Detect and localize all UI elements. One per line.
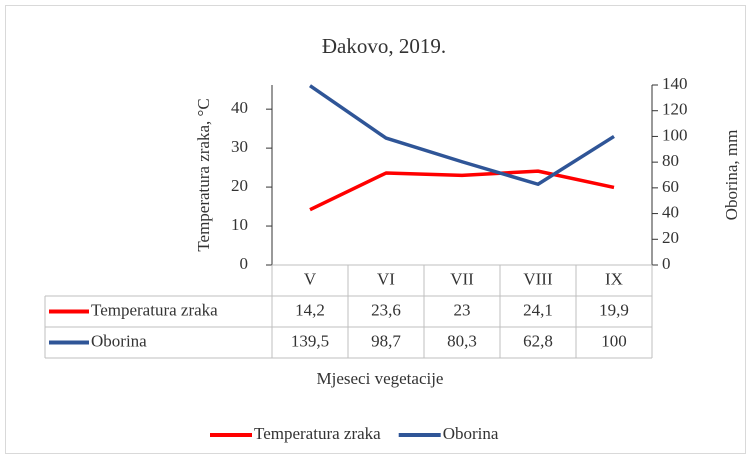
chart-border (5, 5, 746, 454)
y2-tick-label: 20 (662, 228, 679, 247)
y-tick-label: 0 (240, 254, 249, 273)
table-value: 19,9 (599, 300, 629, 319)
legend-label: Temperatura zraka (254, 424, 381, 443)
y2-tick-label: 60 (662, 177, 679, 196)
x-tick-label: IX (605, 269, 623, 288)
series-line (309, 169, 615, 212)
table-value: 98,7 (371, 331, 401, 350)
y-axis-title: Temperatura zraka, °C (194, 98, 213, 251)
y2-tick-label: 100 (662, 125, 688, 144)
x-tick-label: VIII (523, 269, 553, 288)
x-tick-label: V (304, 269, 317, 288)
chart-title: Đakovo, 2019. (322, 34, 446, 58)
series-line (309, 84, 615, 187)
table-series-name: Temperatura zraka (91, 300, 218, 319)
table-series-name: Oborina (91, 331, 147, 350)
x-tick-label: VI (377, 269, 395, 288)
x-tick-label: VII (450, 269, 474, 288)
table-value: 24,1 (523, 300, 553, 319)
y-tick-label: 10 (231, 215, 248, 234)
y2-tick-label: 120 (662, 100, 688, 119)
y2-tick-label: 80 (662, 151, 679, 170)
table-value: 100 (601, 331, 627, 350)
y2-tick-label: 140 (662, 74, 688, 93)
table-value: 62,8 (523, 331, 553, 350)
y2-tick-label: 0 (662, 254, 671, 273)
x-axis-title: Mjeseci vegetacije (317, 369, 444, 388)
y2-tick-label: 40 (662, 202, 679, 221)
legend-label: Oborina (443, 424, 499, 443)
table-value: 23,6 (371, 300, 401, 319)
y-tick-label: 30 (231, 137, 248, 156)
y-tick-label: 40 (231, 98, 248, 117)
table-value: 80,3 (447, 331, 477, 350)
table-value: 14,2 (295, 300, 325, 319)
y2-axis-title: Oborina, mm (722, 130, 741, 221)
y-tick-label: 20 (231, 176, 248, 195)
table-value: 23 (454, 300, 471, 319)
table-value: 139,5 (291, 331, 329, 350)
